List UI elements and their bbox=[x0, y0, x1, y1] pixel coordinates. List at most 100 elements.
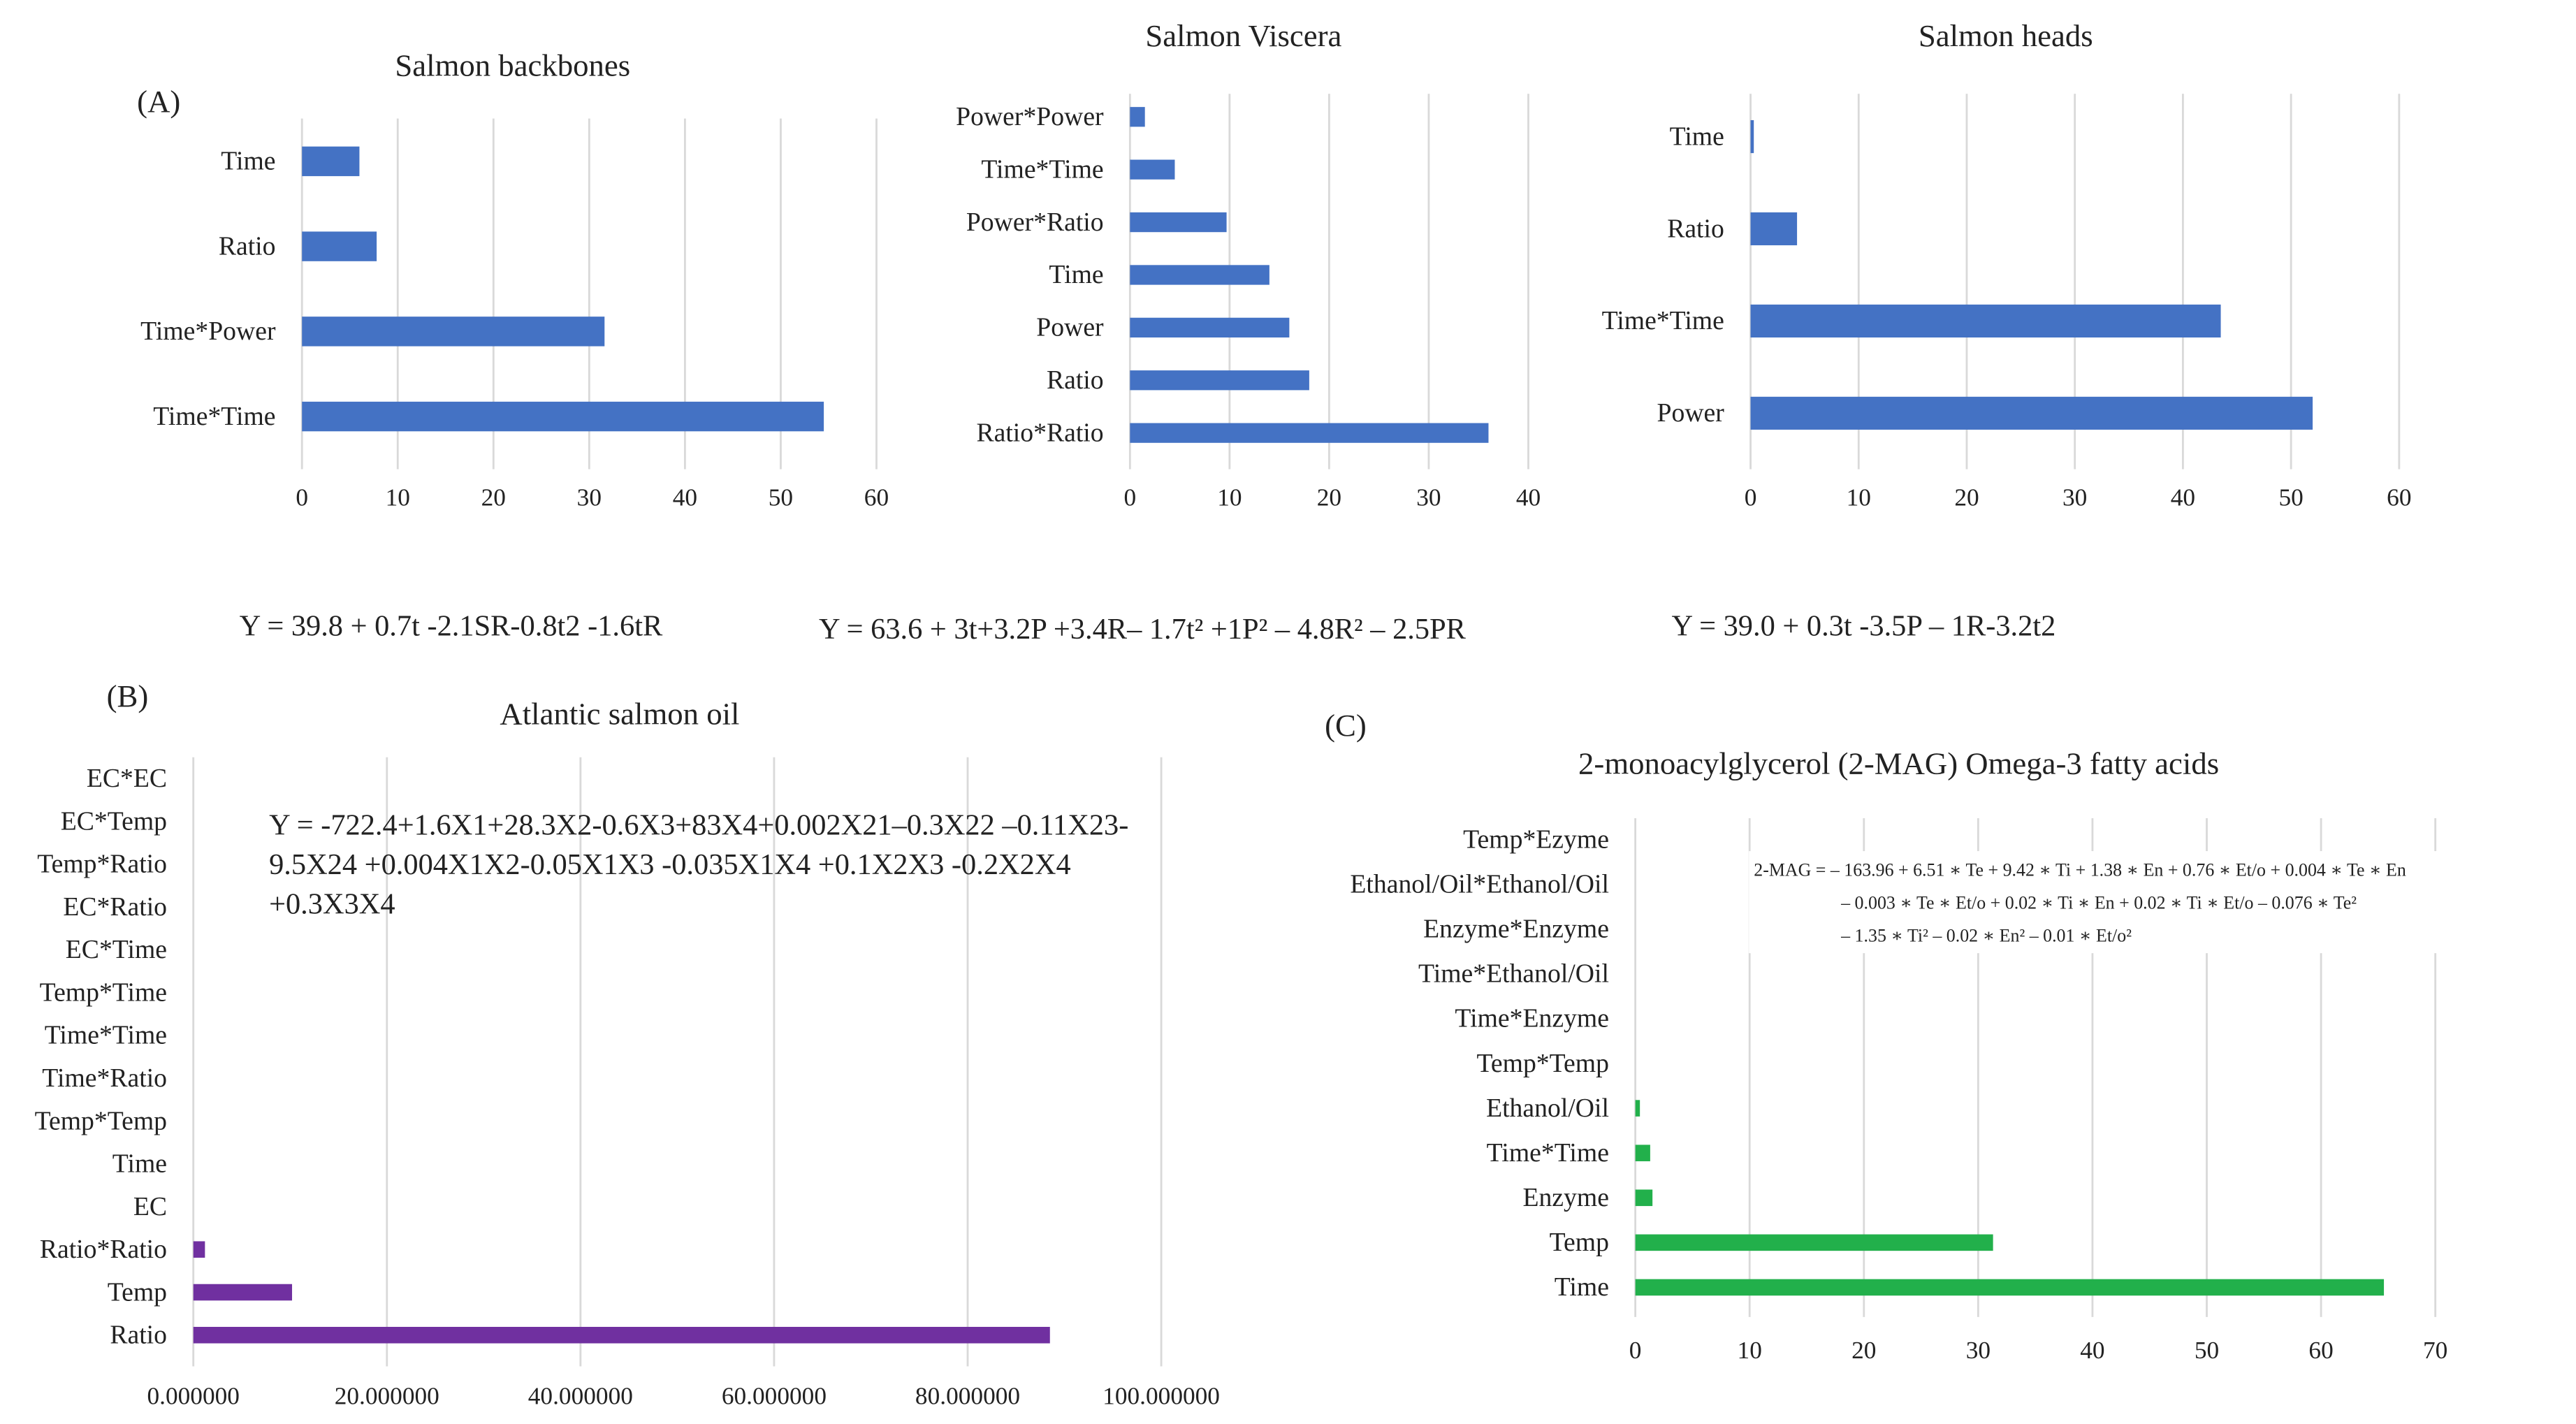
bar-viscera bbox=[1130, 317, 1290, 337]
bar-mag bbox=[1635, 1234, 1993, 1251]
bar-mag bbox=[1635, 1189, 1653, 1207]
category-label: Temp bbox=[1550, 1228, 1609, 1257]
equation-mag-line-1: 2-MAG = – 163.96 + 6.51 ∗ Te + 9.42 ∗ Ti… bbox=[1754, 859, 2406, 880]
equation-viscera: Y = 63.6 + 3t+3.2P +3.4R– 1.7t² +1P² – 4… bbox=[819, 613, 1467, 646]
x-tick-label: 0 bbox=[1745, 484, 1757, 511]
category-label: EC*EC bbox=[87, 764, 167, 793]
category-label: EC*Ratio bbox=[63, 892, 167, 922]
bar-mag bbox=[1635, 1100, 1640, 1117]
category-label: Power*Power bbox=[956, 102, 1104, 131]
chart-title-backbones: Salmon backbones bbox=[395, 48, 630, 82]
category-label: Enzyme bbox=[1522, 1183, 1608, 1212]
category-label: Time*Time bbox=[1602, 306, 1724, 335]
x-tick-label: 40.000000 bbox=[528, 1383, 633, 1410]
category-label: Ethanol/Oil*Ethanol/Oil bbox=[1350, 869, 1609, 899]
category-label: Time*Ethanol/Oil bbox=[1418, 959, 1609, 989]
category-label: Ratio bbox=[1667, 214, 1724, 243]
x-tick-label: 60 bbox=[864, 484, 889, 511]
x-tick-label: 0.000000 bbox=[147, 1383, 239, 1410]
category-label: Ethanol/Oil bbox=[1486, 1094, 1609, 1123]
category-label: Power bbox=[1036, 313, 1104, 342]
panel-label-a: (A) bbox=[137, 84, 180, 119]
x-tick-label: 0 bbox=[296, 484, 308, 511]
category-label: Time*Time bbox=[981, 154, 1103, 184]
equation-oil-line-3: +0.3X3X4 bbox=[269, 888, 395, 921]
category-label: Temp*Ezyme bbox=[1463, 824, 1609, 854]
bar-viscera bbox=[1130, 107, 1145, 127]
x-tick-label: 60 bbox=[2308, 1337, 2333, 1364]
category-label: Time*Enzyme bbox=[1455, 1004, 1609, 1033]
category-label: Power*Ratio bbox=[966, 208, 1104, 237]
category-label: Power bbox=[1657, 398, 1725, 428]
bar-viscera bbox=[1130, 265, 1269, 285]
x-tick-label: 10 bbox=[1847, 484, 1871, 511]
x-tick-label: 30 bbox=[1416, 484, 1441, 511]
category-label: Time bbox=[221, 147, 275, 176]
bar-backbones bbox=[302, 401, 824, 432]
category-label: Time bbox=[112, 1149, 167, 1179]
category-label: Time*Time bbox=[45, 1021, 167, 1050]
equation-mag-line-2: – 0.003 ∗ Te ∗ Et/o + 0.02 ∗ Ti ∗ En + 0… bbox=[1840, 893, 2357, 913]
mag-equation-box bbox=[1749, 851, 2573, 954]
bar-viscera bbox=[1130, 423, 1489, 443]
chart-title-mag: 2-monoacylglycerol (2-MAG) Omega-3 fatty… bbox=[1578, 746, 2219, 780]
chart-title-oil: Atlantic salmon oil bbox=[500, 697, 739, 732]
x-tick-label: 0 bbox=[1123, 484, 1136, 511]
bar-heads bbox=[1750, 212, 1798, 246]
category-label: Time bbox=[1049, 260, 1103, 289]
category-label: Temp*Ratio bbox=[37, 850, 167, 879]
equation-oil-line-1: Y = -722.4+1.6X1+28.3X2-0.6X3+83X4+0.002… bbox=[269, 809, 1128, 842]
category-label: Time*Time bbox=[1487, 1138, 1609, 1168]
category-label: Time bbox=[1555, 1272, 1609, 1302]
bar-oil bbox=[193, 1241, 205, 1258]
bar-heads bbox=[1750, 304, 2221, 337]
category-label: Time*Time bbox=[153, 402, 275, 431]
x-tick-label: 30 bbox=[1966, 1337, 1991, 1364]
x-tick-label: 50 bbox=[769, 484, 793, 511]
equation-mag-line-3: – 1.35 ∗ Ti² – 0.02 ∗ En² – 0.01 ∗ Et/o² bbox=[1840, 926, 2132, 946]
category-label: Temp*Temp bbox=[35, 1106, 167, 1135]
x-tick-label: 20 bbox=[1317, 484, 1341, 511]
x-tick-label: 40 bbox=[2171, 484, 2195, 511]
bar-mag bbox=[1635, 1145, 1650, 1161]
x-tick-label: 40 bbox=[2080, 1337, 2104, 1364]
bar-heads bbox=[1750, 396, 2313, 430]
category-label: Temp*Temp bbox=[1477, 1049, 1609, 1078]
category-label: Ratio*Ratio bbox=[40, 1235, 167, 1264]
x-tick-label: 20 bbox=[481, 484, 506, 511]
x-tick-label: 10 bbox=[1217, 484, 1242, 511]
x-tick-label: 20 bbox=[1851, 1337, 1876, 1364]
category-label: Ratio bbox=[1047, 365, 1104, 395]
x-tick-label: 10 bbox=[1738, 1337, 1762, 1364]
x-tick-label: 30 bbox=[577, 484, 602, 511]
category-label: Ratio bbox=[110, 1321, 167, 1350]
bar-backbones bbox=[302, 146, 360, 177]
x-tick-label: 100.000000 bbox=[1103, 1383, 1220, 1410]
equation-heads: Y = 39.0 + 0.3t -3.5P – 1R-3.2t2 bbox=[1671, 609, 2055, 642]
x-tick-label: 20.000000 bbox=[335, 1383, 439, 1410]
bar-viscera bbox=[1130, 212, 1227, 233]
x-tick-label: 20 bbox=[1954, 484, 1979, 511]
category-label: Time bbox=[1670, 122, 1724, 151]
bar-viscera bbox=[1130, 159, 1175, 180]
category-label: Time*Power bbox=[140, 317, 276, 346]
category-label: EC bbox=[133, 1192, 167, 1221]
category-label: EC*Temp bbox=[61, 806, 167, 836]
chart-title-viscera: Salmon Viscera bbox=[1145, 18, 1341, 53]
x-tick-label: 50 bbox=[2195, 1337, 2219, 1364]
x-tick-label: 0 bbox=[1629, 1337, 1642, 1364]
category-label: Temp bbox=[108, 1277, 167, 1307]
x-tick-label: 60.000000 bbox=[722, 1383, 827, 1410]
chart-title-heads: Salmon heads bbox=[1919, 18, 2093, 53]
category-label: Enzyme*Enzyme bbox=[1423, 915, 1609, 944]
x-tick-label: 70 bbox=[2423, 1337, 2447, 1364]
x-tick-label: 30 bbox=[2062, 484, 2087, 511]
x-tick-label: 40 bbox=[673, 484, 697, 511]
bar-oil bbox=[193, 1284, 293, 1301]
category-label: Time*Ratio bbox=[42, 1063, 167, 1093]
x-tick-label: 40 bbox=[1516, 484, 1541, 511]
bar-backbones bbox=[302, 317, 605, 347]
x-tick-label: 50 bbox=[2278, 484, 2303, 511]
panel-label-c: (C) bbox=[1325, 708, 1367, 743]
